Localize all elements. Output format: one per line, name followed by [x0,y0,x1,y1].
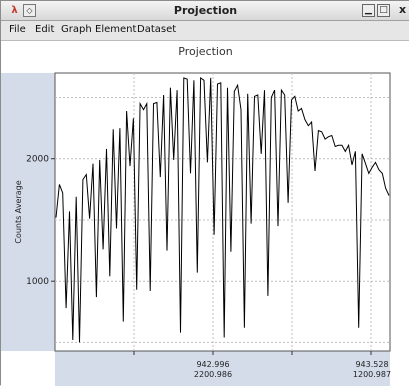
menu-file[interactable]: File [9,24,26,35]
close-button[interactable]: x [398,3,407,16]
y-axis-label: Counts Average [14,180,23,243]
series-line [55,76,390,343]
menu-bar: File Edit Graph Element Dataset [1,21,409,41]
menu-graph[interactable]: Graph [61,24,92,35]
chart-title: Projection [178,45,233,58]
maximize-button[interactable]: □ [377,4,390,17]
menu-element[interactable]: Element [95,24,137,35]
menu-edit[interactable]: Edit [35,24,55,35]
y-axis-band [1,73,55,351]
minimize-button[interactable]: ▁ [362,4,375,17]
y-tick-label: 1000 [26,277,49,287]
plot-panel[interactable]: Projection 1000 2000 Counts Average 942.996… [1,41,409,386]
x-tick-label: 2200.986 [194,370,232,379]
x-tick-label: 942.996 [196,360,229,369]
x-tick-label: 1200.987 [353,370,391,379]
x-axis-band [55,351,390,386]
title-bar[interactable]: λ ◇ Projection ▁ □ x [1,1,409,21]
window-title: Projection [173,4,238,17]
x-tick-label: 943.528 [355,360,388,369]
y-tick-label: 2000 [26,155,49,165]
app-logo-icon: λ [11,5,18,16]
window-menu-icon[interactable]: ◇ [23,4,36,17]
menu-dataset[interactable]: Dataset [137,24,177,35]
